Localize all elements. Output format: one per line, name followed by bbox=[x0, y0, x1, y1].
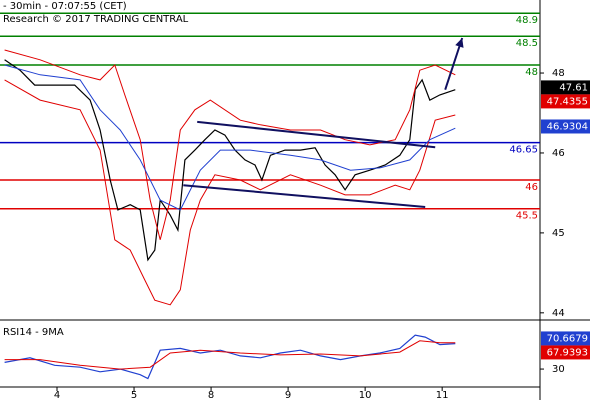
level-label: 45.5 bbox=[516, 211, 538, 222]
price-tag bbox=[541, 345, 590, 360]
chart-title: - 30min - 07:07:55 (CET) bbox=[3, 1, 127, 12]
rsi-title: RSI14 - 9MA bbox=[3, 327, 64, 338]
y-tick-label: 30 bbox=[552, 364, 565, 375]
x-tick-label: 4 bbox=[54, 390, 60, 400]
series-line bbox=[4, 59, 456, 262]
arrow-head bbox=[455, 37, 464, 48]
price-tag-label: 67.9393 bbox=[547, 347, 588, 358]
x-tick-label: 8 bbox=[208, 390, 214, 400]
series-line bbox=[4, 64, 456, 211]
level-label: 48.9 bbox=[516, 15, 538, 26]
series-line bbox=[4, 334, 456, 380]
price-tag-label: 46.9304 bbox=[547, 121, 588, 132]
price-tag bbox=[541, 94, 590, 109]
price-tag bbox=[541, 119, 590, 134]
level-label: 46 bbox=[525, 182, 538, 193]
level-label: 48.5 bbox=[516, 38, 538, 49]
trend-line bbox=[183, 184, 426, 208]
price-tag-label: 47.61 bbox=[559, 82, 588, 93]
price-tag-label: 47.4355 bbox=[547, 96, 588, 107]
y-tick-label: 44 bbox=[552, 308, 565, 319]
series-line bbox=[4, 49, 456, 240]
series-line bbox=[4, 340, 456, 370]
level-label: 46.65 bbox=[509, 145, 538, 156]
chart-subtitle: Research © 2017 TRADING CENTRAL bbox=[3, 14, 189, 25]
x-tick-label: 11 bbox=[436, 390, 449, 400]
y-tick-label: 48 bbox=[552, 68, 565, 79]
y-tick-label: 45 bbox=[552, 228, 565, 239]
price-tag bbox=[541, 80, 590, 95]
x-tick-label: 10 bbox=[359, 390, 372, 400]
trend-line bbox=[197, 120, 436, 149]
y-tick-label: 46 bbox=[552, 148, 565, 159]
arrow-shaft bbox=[444, 37, 464, 91]
level-label: 48 bbox=[525, 67, 538, 78]
x-tick-label: 5 bbox=[131, 390, 137, 400]
x-tick-label: 9 bbox=[285, 390, 291, 400]
price-tag bbox=[541, 331, 590, 346]
price-tag-label: 70.6679 bbox=[547, 333, 588, 344]
